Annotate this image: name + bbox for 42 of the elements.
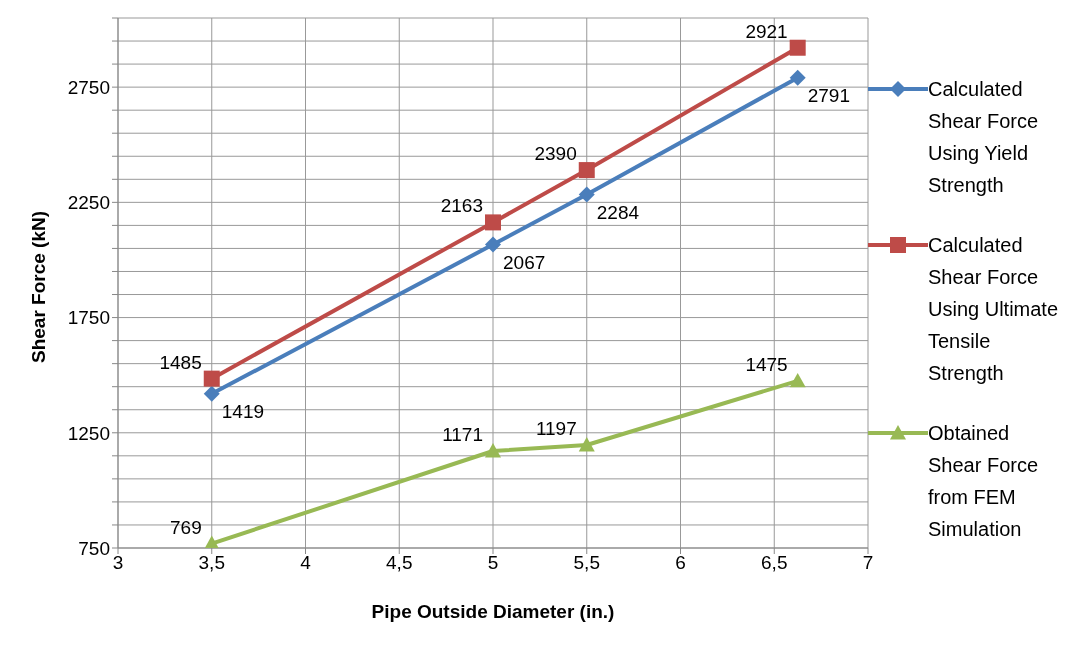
x-tick-label: 5: [487, 552, 499, 574]
data-label: 1475: [745, 353, 788, 375]
x-tick-label: 3,5: [198, 552, 225, 574]
y-tick-label: 1750: [67, 307, 110, 329]
data-label: 1171: [442, 423, 483, 445]
point: [203, 370, 220, 387]
data-label: 2390: [534, 143, 577, 165]
x-tick-label: 5,5: [573, 552, 600, 574]
data-label: 2791: [807, 84, 850, 106]
legend-label: Obtained Shear Force from FEM Simulation: [928, 421, 1040, 542]
point: [789, 39, 806, 56]
x-tick-label: 3: [112, 552, 124, 574]
y-axis-title: Shear Force (kN): [27, 210, 49, 363]
legend-label: Calculated Shear Force Using Ultimate Tensile Strength: [928, 233, 1060, 386]
x-tick-label: 6: [675, 552, 686, 574]
point: [578, 162, 595, 179]
data-label: 2067: [503, 251, 546, 273]
y-tick-label: 2250: [67, 192, 110, 214]
point: [485, 442, 501, 458]
data-label: 1485: [159, 351, 202, 373]
y-tick-label: 750: [78, 537, 110, 559]
x-tick-label: 4: [300, 552, 312, 574]
point: [578, 437, 595, 452]
y-tick-label: 2750: [67, 76, 110, 98]
data-label: 1197: [535, 418, 577, 439]
x-tick-label: 4,5: [386, 552, 413, 574]
y-tick-label: 1250: [67, 422, 110, 444]
point: [578, 186, 595, 203]
point: [789, 69, 806, 86]
data-label: 1419: [221, 400, 265, 422]
point: [485, 214, 501, 231]
data-label: 769: [170, 516, 202, 538]
legend-label: Calculated Shear Force Using Yield Strength: [928, 77, 1040, 198]
data-label: 2284: [596, 201, 640, 223]
point: [203, 385, 220, 402]
x-axis-title: Pipe Outside Diameter (in.): [371, 601, 615, 622]
x-tick-label: 6,5: [761, 552, 788, 574]
x-tick-label: 7: [862, 552, 874, 574]
point: [485, 236, 501, 253]
data-label: 2163: [440, 195, 483, 217]
point: [789, 372, 806, 388]
data-label: 2921: [745, 20, 788, 42]
